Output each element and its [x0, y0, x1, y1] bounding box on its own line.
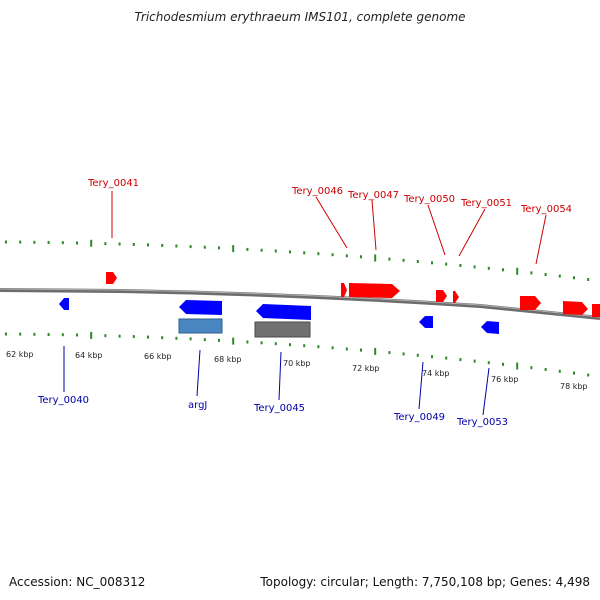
leader-tery-0045: [278, 351, 282, 401]
gene-tery-0047[interactable]: [349, 283, 400, 298]
accession-text: Accession: NC_008312: [9, 575, 146, 589]
gene-tery-0041[interactable]: [106, 272, 117, 284]
scale-label-76: 76 kbp: [491, 375, 519, 384]
leader-tery-0054: [535, 214, 547, 265]
feature-box-blue[interactable]: [178, 318, 223, 334]
label-tery-0050: Tery_0050: [403, 194, 455, 205]
label-argj: argJ: [188, 400, 207, 411]
gene-forward-extra-1[interactable]: [563, 301, 588, 315]
genome-backbone-highlight: [0, 288, 600, 318]
gene-tery-0053[interactable]: [481, 321, 499, 334]
gene-tery-0040[interactable]: [59, 298, 69, 310]
scale-label-66: 66 kbp: [144, 352, 172, 361]
gene-tery-0049[interactable]: [419, 316, 433, 328]
leader-tery-0050: [427, 204, 446, 256]
feature-box-gray[interactable]: [254, 321, 311, 338]
gene-tery-0046[interactable]: [341, 283, 347, 297]
leader-tery-0046: [315, 196, 348, 249]
scale-label-74: 74 kbp: [422, 369, 450, 378]
gene-argj[interactable]: [179, 300, 222, 315]
scale-label-72: 72 kbp: [352, 364, 380, 373]
label-tery-0045: Tery_0045: [253, 403, 305, 414]
leader-tery-0047: [371, 199, 377, 251]
label-tery-0053: Tery_0053: [456, 417, 508, 428]
label-tery-0051: Tery_0051: [460, 198, 512, 209]
label-tery-0054: Tery_0054: [520, 204, 572, 215]
leader-argj: [196, 349, 201, 397]
gene-tery-0051[interactable]: [453, 291, 459, 303]
upper-tick-row: [5, 239, 590, 281]
label-tery-0047: Tery_0047: [347, 190, 399, 201]
leader-tery-0051: [458, 208, 486, 257]
gene-tery-0054[interactable]: [520, 296, 541, 310]
label-tery-0046: Tery_0046: [291, 186, 343, 197]
genome-backbone: [0, 288, 600, 320]
label-tery-0041: Tery_0041: [87, 178, 139, 189]
label-tery-0040: Tery_0040: [37, 395, 89, 406]
scale-label-70: 70 kbp: [283, 359, 311, 368]
leader-tery-0053: [482, 367, 490, 416]
genome-summary-text: Topology: circular; Length: 7,750,108 bp…: [260, 575, 590, 589]
label-tery-0049: Tery_0049: [393, 412, 445, 423]
scale-label-64: 64 kbp: [75, 351, 103, 360]
map-title: Trichodesmium erythraeum IMS101, complet…: [134, 10, 466, 24]
lower-tick-row: [5, 331, 590, 377]
leader-tery-0049: [418, 361, 424, 410]
scale-label-78: 78 kbp: [560, 382, 588, 391]
gene-tery-0050[interactable]: [436, 290, 447, 302]
scale-label-68: 68 kbp: [214, 355, 242, 364]
gene-forward-extra-2[interactable]: [592, 304, 600, 317]
scale-label-62: 62 kbp: [6, 350, 34, 359]
gene-tery-0045[interactable]: [256, 304, 311, 320]
